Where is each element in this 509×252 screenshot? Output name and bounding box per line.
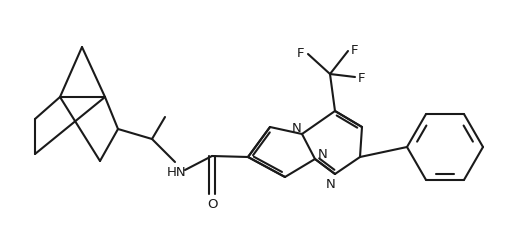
Text: F: F	[351, 43, 359, 56]
Text: N: N	[326, 178, 336, 191]
Text: N: N	[292, 121, 302, 134]
Text: N: N	[318, 148, 328, 161]
Text: F: F	[358, 71, 366, 84]
Text: F: F	[297, 46, 305, 59]
Text: O: O	[207, 197, 217, 210]
Text: HN: HN	[167, 166, 187, 179]
